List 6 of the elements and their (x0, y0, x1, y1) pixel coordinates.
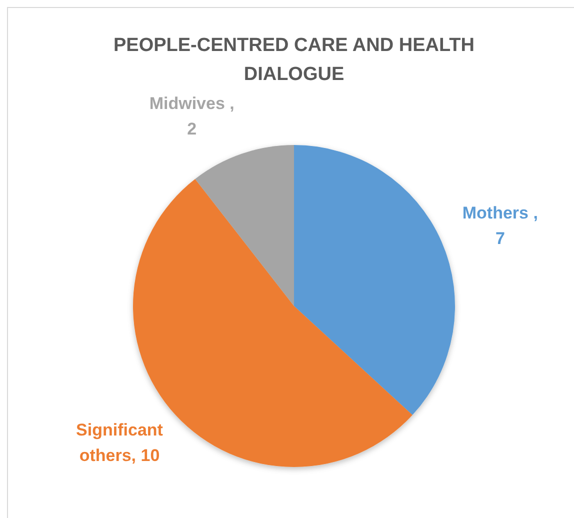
data-label: Mothers , 7 (462, 203, 538, 248)
data-label: Significant others, 10 (76, 420, 164, 465)
pie-slice (195, 145, 294, 306)
pie-slice (294, 145, 455, 416)
data-label: Midwives , 2 (149, 94, 234, 139)
chart-title: PEOPLE-CENTRED CARE AND HEALTH DIALOGUE (113, 35, 475, 85)
